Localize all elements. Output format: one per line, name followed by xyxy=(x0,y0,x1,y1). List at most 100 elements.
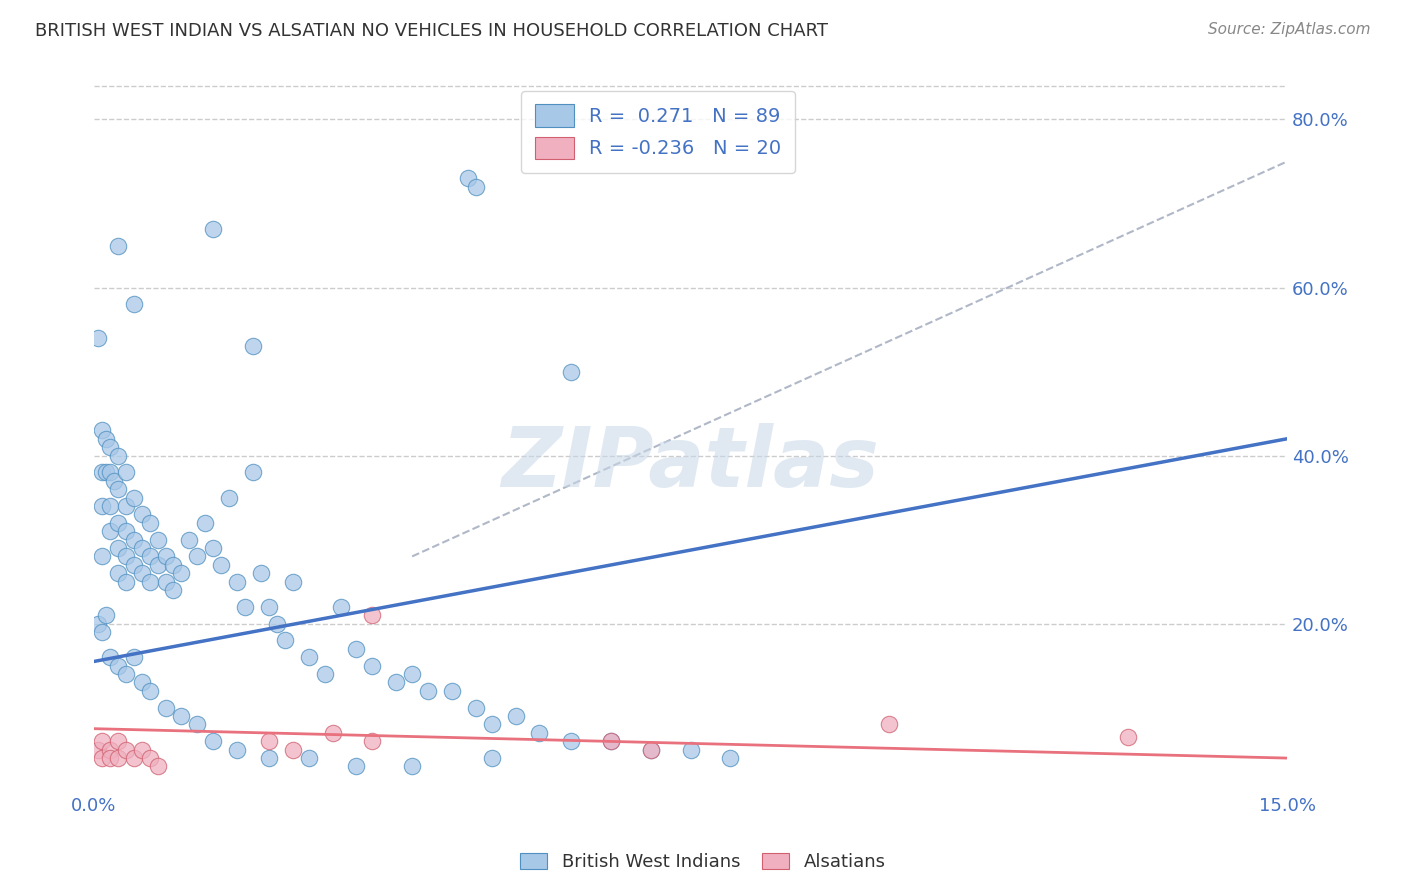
Point xyxy=(281,742,304,756)
Point xyxy=(242,339,264,353)
Point xyxy=(98,440,121,454)
Point xyxy=(107,238,129,252)
Point xyxy=(90,549,112,564)
Point xyxy=(233,599,256,614)
Point xyxy=(361,608,384,623)
Point xyxy=(560,365,582,379)
Point xyxy=(218,491,240,505)
Point xyxy=(98,742,121,756)
Point xyxy=(90,423,112,437)
Point xyxy=(361,658,384,673)
Point xyxy=(202,734,225,748)
Point xyxy=(90,751,112,765)
Point xyxy=(346,759,368,773)
Point xyxy=(1116,730,1139,744)
Point xyxy=(131,508,153,522)
Point xyxy=(98,650,121,665)
Point xyxy=(146,533,169,547)
Point xyxy=(257,734,280,748)
Point xyxy=(155,549,177,564)
Point xyxy=(361,734,384,748)
Point xyxy=(90,625,112,640)
Point xyxy=(122,650,145,665)
Point xyxy=(170,566,193,581)
Legend: R =  0.271   N = 89, R = -0.236   N = 20: R = 0.271 N = 89, R = -0.236 N = 20 xyxy=(522,91,794,172)
Point xyxy=(600,734,623,748)
Point xyxy=(107,566,129,581)
Point xyxy=(600,734,623,748)
Point xyxy=(107,734,129,748)
Text: ZIPatlas: ZIPatlas xyxy=(502,423,879,504)
Point xyxy=(94,608,117,623)
Point xyxy=(114,742,136,756)
Point xyxy=(250,566,273,581)
Point xyxy=(481,717,503,731)
Point xyxy=(114,549,136,564)
Point xyxy=(464,179,486,194)
Point xyxy=(298,751,321,765)
Point xyxy=(879,717,901,731)
Text: BRITISH WEST INDIAN VS ALSATIAN NO VEHICLES IN HOUSEHOLD CORRELATION CHART: BRITISH WEST INDIAN VS ALSATIAN NO VEHIC… xyxy=(35,22,828,40)
Point xyxy=(107,449,129,463)
Point xyxy=(481,751,503,765)
Point xyxy=(114,667,136,681)
Point xyxy=(90,734,112,748)
Point xyxy=(257,751,280,765)
Point xyxy=(464,700,486,714)
Point xyxy=(529,726,551,740)
Point xyxy=(114,499,136,513)
Point xyxy=(257,599,280,614)
Point xyxy=(560,734,582,748)
Point xyxy=(107,482,129,496)
Point xyxy=(98,466,121,480)
Point xyxy=(107,658,129,673)
Point xyxy=(194,516,217,530)
Point xyxy=(202,541,225,555)
Point xyxy=(107,751,129,765)
Point xyxy=(314,667,336,681)
Point xyxy=(87,616,110,631)
Point xyxy=(122,533,145,547)
Point xyxy=(94,432,117,446)
Point xyxy=(138,684,160,698)
Point xyxy=(138,516,160,530)
Point xyxy=(162,558,184,572)
Point xyxy=(505,709,527,723)
Legend: British West Indians, Alsatians: British West Indians, Alsatians xyxy=(513,846,893,879)
Point xyxy=(114,524,136,539)
Point xyxy=(122,558,145,572)
Point xyxy=(138,751,160,765)
Point xyxy=(242,466,264,480)
Point xyxy=(122,751,145,765)
Point xyxy=(131,742,153,756)
Point xyxy=(440,684,463,698)
Point xyxy=(401,759,423,773)
Point xyxy=(146,759,169,773)
Point xyxy=(146,558,169,572)
Point xyxy=(122,491,145,505)
Point xyxy=(274,633,297,648)
Point xyxy=(122,297,145,311)
Point xyxy=(94,466,117,480)
Point xyxy=(385,675,408,690)
Point xyxy=(98,524,121,539)
Point xyxy=(457,171,479,186)
Point xyxy=(186,717,208,731)
Point xyxy=(138,574,160,589)
Point xyxy=(131,675,153,690)
Point xyxy=(186,549,208,564)
Point xyxy=(401,667,423,681)
Point xyxy=(114,466,136,480)
Point xyxy=(170,709,193,723)
Point xyxy=(679,742,702,756)
Point xyxy=(718,751,741,765)
Point xyxy=(87,331,110,345)
Point xyxy=(329,599,352,614)
Point xyxy=(202,221,225,235)
Point xyxy=(226,574,249,589)
Point xyxy=(346,641,368,656)
Point xyxy=(209,558,232,572)
Point xyxy=(90,466,112,480)
Point xyxy=(98,751,121,765)
Point xyxy=(162,582,184,597)
